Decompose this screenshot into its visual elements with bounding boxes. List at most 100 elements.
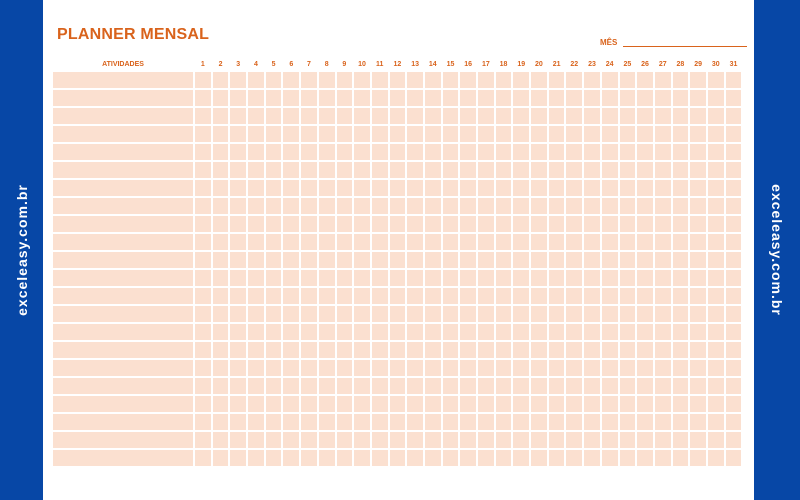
- day-cell[interactable]: [354, 378, 370, 394]
- day-cell[interactable]: [513, 144, 530, 160]
- day-cell[interactable]: [672, 162, 689, 178]
- day-cell[interactable]: [460, 360, 476, 376]
- day-cell[interactable]: [318, 180, 335, 196]
- day-cell[interactable]: [248, 108, 264, 124]
- day-cell[interactable]: [619, 126, 636, 142]
- day-cell[interactable]: [230, 360, 247, 376]
- day-cell[interactable]: [548, 252, 565, 268]
- day-cell[interactable]: [495, 288, 512, 304]
- day-cell[interactable]: [301, 360, 317, 376]
- day-cell[interactable]: [354, 72, 370, 88]
- day-cell[interactable]: [548, 288, 565, 304]
- day-cell[interactable]: [707, 378, 724, 394]
- day-cell[interactable]: [707, 144, 724, 160]
- day-cell[interactable]: [725, 144, 742, 160]
- day-cell[interactable]: [690, 144, 706, 160]
- day-cell[interactable]: [690, 378, 706, 394]
- day-cell[interactable]: [265, 324, 282, 340]
- day-cell[interactable]: [230, 306, 247, 322]
- day-cell[interactable]: [371, 180, 388, 196]
- day-cell[interactable]: [424, 324, 441, 340]
- activity-cell[interactable]: [53, 396, 193, 412]
- day-cell[interactable]: [566, 396, 583, 412]
- day-cell[interactable]: [442, 360, 459, 376]
- day-cell[interactable]: [371, 270, 388, 286]
- day-cell[interactable]: [619, 360, 636, 376]
- day-cell[interactable]: [584, 126, 600, 142]
- day-cell[interactable]: [672, 216, 689, 232]
- day-cell[interactable]: [601, 324, 618, 340]
- day-cell[interactable]: [407, 270, 423, 286]
- day-cell[interactable]: [619, 144, 636, 160]
- day-cell[interactable]: [212, 126, 229, 142]
- day-cell[interactable]: [283, 72, 300, 88]
- day-cell[interactable]: [601, 72, 618, 88]
- day-cell[interactable]: [195, 270, 211, 286]
- day-cell[interactable]: [212, 144, 229, 160]
- day-cell[interactable]: [637, 414, 653, 430]
- day-cell[interactable]: [442, 306, 459, 322]
- day-cell[interactable]: [389, 306, 406, 322]
- day-cell[interactable]: [478, 126, 494, 142]
- day-cell[interactable]: [531, 378, 547, 394]
- day-cell[interactable]: [283, 450, 300, 466]
- day-cell[interactable]: [672, 288, 689, 304]
- day-cell[interactable]: [354, 234, 370, 250]
- day-cell[interactable]: [548, 72, 565, 88]
- day-cell[interactable]: [442, 126, 459, 142]
- day-cell[interactable]: [371, 90, 388, 106]
- day-cell[interactable]: [389, 162, 406, 178]
- day-cell[interactable]: [424, 450, 441, 466]
- day-cell[interactable]: [513, 162, 530, 178]
- activity-cell[interactable]: [53, 72, 193, 88]
- day-cell[interactable]: [371, 252, 388, 268]
- day-cell[interactable]: [566, 162, 583, 178]
- day-cell[interactable]: [690, 342, 706, 358]
- day-cell[interactable]: [230, 396, 247, 412]
- day-cell[interactable]: [707, 414, 724, 430]
- day-cell[interactable]: [442, 432, 459, 448]
- day-cell[interactable]: [407, 198, 423, 214]
- day-cell[interactable]: [442, 180, 459, 196]
- day-cell[interactable]: [637, 324, 653, 340]
- day-cell[interactable]: [725, 450, 742, 466]
- day-cell[interactable]: [566, 450, 583, 466]
- day-cell[interactable]: [672, 396, 689, 412]
- activity-cell[interactable]: [53, 180, 193, 196]
- day-cell[interactable]: [318, 108, 335, 124]
- day-cell[interactable]: [283, 126, 300, 142]
- day-cell[interactable]: [318, 90, 335, 106]
- day-cell[interactable]: [707, 360, 724, 376]
- day-cell[interactable]: [619, 414, 636, 430]
- day-cell[interactable]: [318, 414, 335, 430]
- day-cell[interactable]: [584, 396, 600, 412]
- day-cell[interactable]: [212, 72, 229, 88]
- day-cell[interactable]: [336, 324, 353, 340]
- day-cell[interactable]: [283, 378, 300, 394]
- day-cell[interactable]: [301, 396, 317, 412]
- day-cell[interactable]: [336, 306, 353, 322]
- day-cell[interactable]: [531, 414, 547, 430]
- day-cell[interactable]: [460, 198, 476, 214]
- day-cell[interactable]: [336, 198, 353, 214]
- day-cell[interactable]: [478, 360, 494, 376]
- day-cell[interactable]: [707, 252, 724, 268]
- activity-cell[interactable]: [53, 126, 193, 142]
- day-cell[interactable]: [460, 270, 476, 286]
- day-cell[interactable]: [654, 450, 671, 466]
- day-cell[interactable]: [424, 360, 441, 376]
- day-cell[interactable]: [407, 324, 423, 340]
- day-cell[interactable]: [424, 252, 441, 268]
- day-cell[interactable]: [637, 198, 653, 214]
- day-cell[interactable]: [389, 144, 406, 160]
- day-cell[interactable]: [301, 324, 317, 340]
- day-cell[interactable]: [601, 306, 618, 322]
- day-cell[interactable]: [725, 216, 742, 232]
- day-cell[interactable]: [707, 90, 724, 106]
- day-cell[interactable]: [707, 72, 724, 88]
- day-cell[interactable]: [336, 432, 353, 448]
- day-cell[interactable]: [637, 216, 653, 232]
- day-cell[interactable]: [460, 432, 476, 448]
- day-cell[interactable]: [283, 324, 300, 340]
- day-cell[interactable]: [654, 306, 671, 322]
